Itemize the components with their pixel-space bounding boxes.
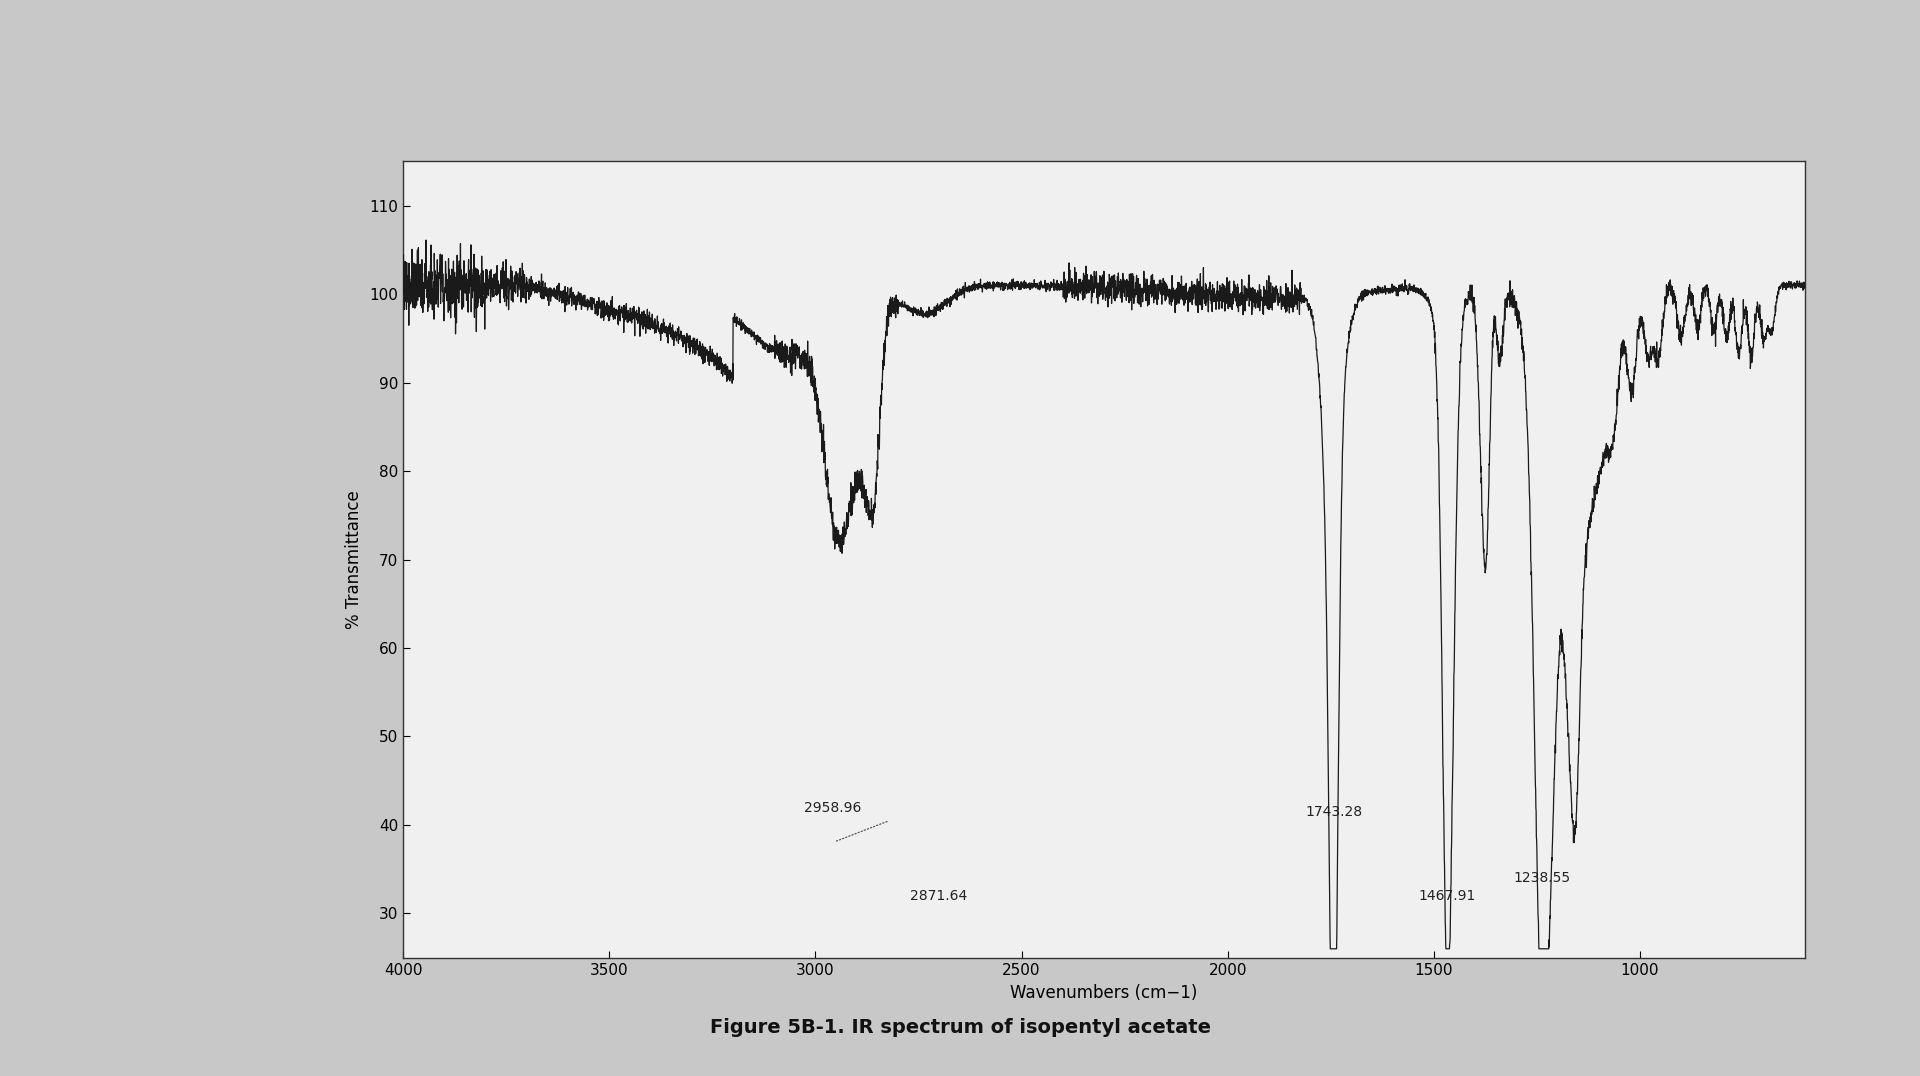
Y-axis label: % Transmittance: % Transmittance <box>344 491 363 628</box>
Text: 1238.55: 1238.55 <box>1513 872 1571 886</box>
Text: 1743.28: 1743.28 <box>1306 805 1361 819</box>
X-axis label: Wavenumbers (cm−1): Wavenumbers (cm−1) <box>1010 985 1198 1003</box>
Text: Figure 5B-1. IR spectrum of isopentyl acetate: Figure 5B-1. IR spectrum of isopentyl ac… <box>710 1018 1210 1037</box>
Text: 1467.91: 1467.91 <box>1419 889 1476 903</box>
Text: 2871.64: 2871.64 <box>910 889 968 903</box>
Text: 2958.96: 2958.96 <box>804 801 862 815</box>
